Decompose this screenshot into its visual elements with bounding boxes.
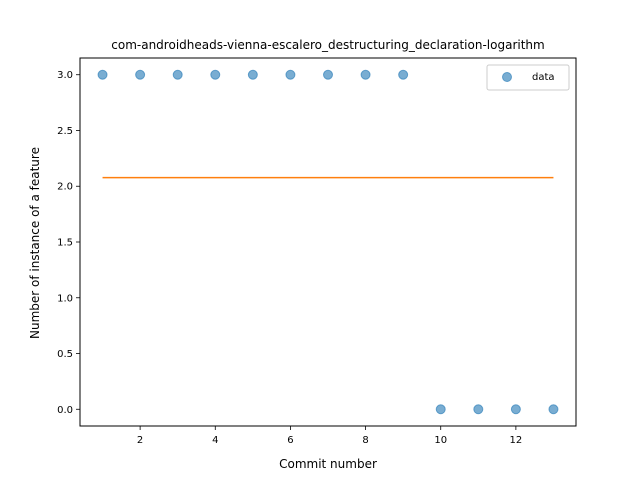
data-point	[510, 404, 521, 415]
x-tick-label: 8	[362, 435, 368, 446]
data-point	[398, 69, 409, 80]
data-point	[135, 69, 146, 80]
data-point	[172, 69, 183, 80]
y-tick-label: 0.0	[57, 405, 73, 416]
y-tick-label: 2.0	[57, 182, 73, 193]
legend: data	[486, 64, 570, 91]
legend-box	[486, 64, 570, 91]
x-axis: 2 4 6 8 10 12	[137, 426, 522, 446]
plot-area	[79, 57, 577, 427]
data-point	[548, 404, 559, 415]
data-point	[247, 69, 258, 80]
data-point	[285, 69, 296, 80]
plot-frame	[79, 57, 577, 427]
data-point	[473, 404, 484, 415]
x-tick-label: 10	[434, 435, 447, 446]
legend-label: data	[532, 72, 555, 83]
x-tick-label: 4	[212, 435, 218, 446]
data-point	[435, 404, 446, 415]
data-point	[360, 69, 371, 80]
y-axis: 0.0 0.5 1.0 1.5 2.0 2.5 3.0	[57, 70, 80, 416]
y-axis-label: Number of instance of a feature	[28, 147, 42, 339]
data-point	[97, 69, 108, 80]
data-point	[323, 69, 333, 80]
y-tick-label: 1.0	[57, 293, 73, 304]
x-tick-label: 6	[287, 435, 293, 446]
x-tick-label: 2	[137, 435, 143, 446]
x-axis-label: Commit number	[279, 457, 377, 471]
y-tick-label: 0.5	[57, 349, 73, 360]
y-tick-label: 3.0	[57, 70, 73, 81]
data-point	[210, 69, 221, 80]
chart-title: com-androidheads-vienna-escalero_destruc…	[111, 38, 544, 52]
y-tick-label: 2.5	[57, 126, 73, 137]
x-tick-label: 12	[510, 435, 523, 446]
legend-marker	[502, 72, 512, 82]
y-tick-label: 1.5	[57, 238, 73, 249]
